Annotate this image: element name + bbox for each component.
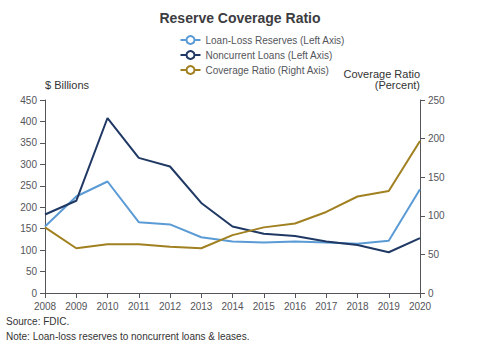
- svg-text:150: 150: [428, 172, 445, 183]
- svg-text:2015: 2015: [253, 301, 276, 312]
- svg-text:Coverage Ratio (Right Axis): Coverage Ratio (Right Axis): [205, 65, 328, 76]
- svg-text:2009: 2009: [65, 301, 88, 312]
- svg-text:2012: 2012: [159, 301, 182, 312]
- svg-text:Coverage Ratio: Coverage Ratio: [343, 67, 420, 80]
- svg-text:Loan-Loss Reserves (Left Axis): Loan-Loss Reserves (Left Axis): [205, 35, 344, 46]
- svg-text:0: 0: [428, 288, 434, 299]
- svg-text:200: 200: [20, 202, 37, 213]
- svg-text:Reserve Coverage Ratio: Reserve Coverage Ratio: [159, 10, 320, 26]
- svg-text:$ Billions: $ Billions: [45, 79, 90, 91]
- svg-text:2016: 2016: [284, 301, 307, 312]
- svg-text:2018: 2018: [346, 301, 369, 312]
- svg-text:2019: 2019: [378, 301, 401, 312]
- svg-text:(Percent): (Percent): [375, 79, 420, 91]
- svg-text:450: 450: [20, 95, 37, 106]
- svg-text:2008: 2008: [34, 301, 57, 312]
- svg-text:300: 300: [20, 159, 37, 170]
- svg-text:2017: 2017: [315, 301, 338, 312]
- svg-text:2014: 2014: [221, 301, 244, 312]
- svg-text:250: 250: [428, 95, 445, 106]
- svg-text:Source: FDIC.: Source: FDIC.: [6, 316, 69, 327]
- svg-text:50: 50: [26, 266, 38, 277]
- svg-text:350: 350: [20, 137, 37, 148]
- svg-text:Note: Loan-loss reserves to no: Note: Loan-loss reserves to noncurrent l…: [6, 331, 249, 342]
- svg-text:2020: 2020: [409, 301, 432, 312]
- svg-text:0: 0: [31, 288, 37, 299]
- svg-text:400: 400: [20, 116, 37, 127]
- svg-text:250: 250: [20, 180, 37, 191]
- svg-text:150: 150: [20, 223, 37, 234]
- svg-text:200: 200: [428, 133, 445, 144]
- svg-text:2011: 2011: [128, 301, 150, 312]
- svg-text:Noncurrent Loans (Left Axis): Noncurrent Loans (Left Axis): [205, 50, 332, 61]
- svg-text:100: 100: [20, 245, 37, 256]
- svg-text:50: 50: [428, 249, 440, 260]
- svg-text:2010: 2010: [96, 301, 119, 312]
- svg-text:100: 100: [428, 210, 445, 221]
- svg-text:2013: 2013: [190, 301, 213, 312]
